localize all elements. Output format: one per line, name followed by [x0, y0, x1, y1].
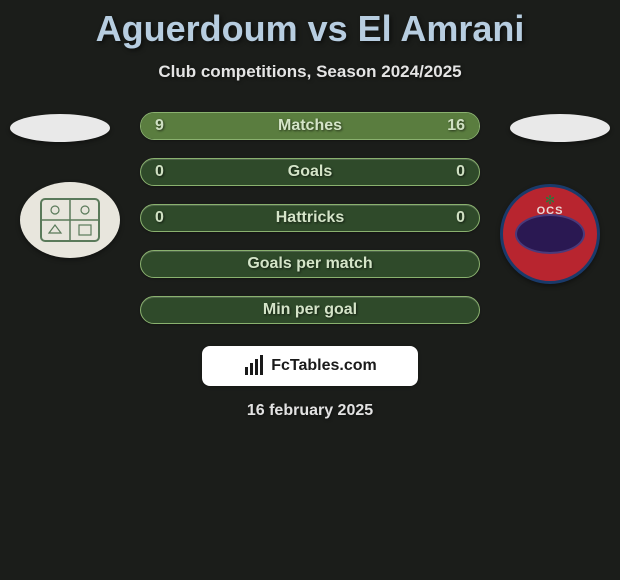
comparison-infographic: Aguerdoum vs El Amrani Club competitions… — [0, 0, 620, 580]
badge-right-label: OCS — [537, 205, 564, 217]
stat-label: Goals per match — [247, 255, 372, 273]
stat-row: Min per goal — [140, 296, 480, 324]
team-badge-left — [20, 182, 120, 258]
stat-label: Hattricks — [276, 209, 344, 227]
subtitle: Club competitions, Season 2024/2025 — [0, 62, 620, 82]
stat-value-left: 0 — [155, 163, 164, 181]
stat-label: Min per goal — [263, 301, 357, 319]
stat-value-left: 9 — [155, 117, 164, 135]
stat-bars: 9 Matches 16 0 Goals 0 0 Hattricks 0 Goals per ma… — [140, 112, 480, 324]
page-title: Aguerdoum vs El Amrani — [0, 0, 620, 50]
stat-row: 0 Goals 0 — [140, 158, 480, 186]
chart-bars-icon — [243, 355, 265, 377]
team-crest-left-icon — [35, 193, 105, 247]
player-right-oval — [510, 114, 610, 142]
stat-row: 9 Matches 16 — [140, 112, 480, 140]
stat-value-left: 0 — [155, 209, 164, 227]
footer-date: 16 february 2025 — [0, 402, 620, 420]
team-badge-right: ✻ OCS — [500, 184, 600, 284]
content-area: ✻ OCS 9 Matches 16 0 Goals 0 0 Hattricks 0 Goals … — [0, 112, 620, 420]
stat-label: Matches — [278, 117, 342, 135]
stat-value-right: 0 — [456, 209, 465, 227]
footer-logo: FcTables.com — [202, 346, 418, 386]
player-left-oval — [10, 114, 110, 142]
stat-value-right: 0 — [456, 163, 465, 181]
stat-row: 0 Hattricks 0 — [140, 204, 480, 232]
rugby-ball-icon — [515, 214, 585, 254]
stat-row: Goals per match — [140, 250, 480, 278]
stat-label: Goals — [288, 163, 332, 181]
footer-logo-text: FcTables.com — [271, 357, 377, 375]
stat-value-right: 16 — [447, 117, 465, 135]
